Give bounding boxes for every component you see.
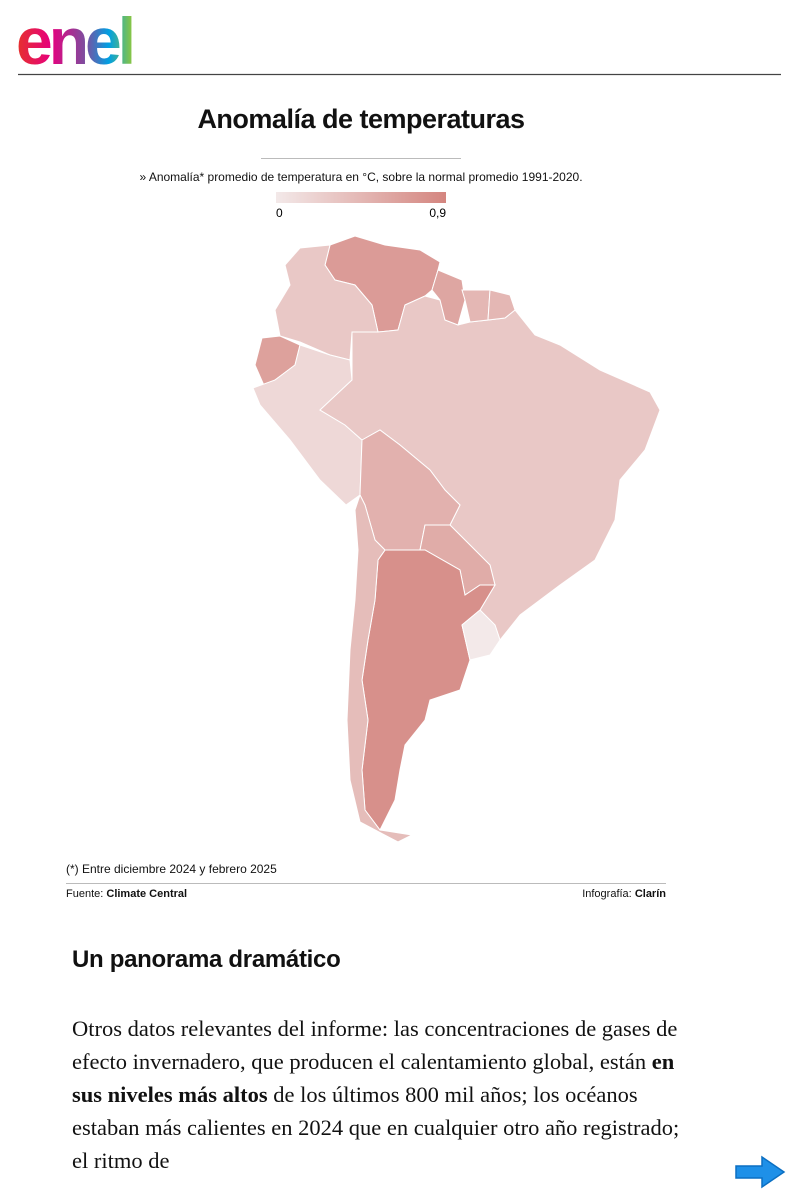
credit-name: Clarín — [634, 888, 666, 900]
brand-logo[interactable]: enel — [16, 4, 136, 78]
map-region — [431, 269, 466, 326]
next-arrow[interactable] — [734, 1154, 786, 1190]
legend-tick-label: 0 — [276, 206, 283, 220]
map-region — [461, 289, 491, 323]
map-region — [274, 244, 379, 361]
map-region — [487, 289, 516, 321]
legend-bar — [276, 192, 446, 203]
arrow-icon — [735, 1155, 786, 1189]
map-regions — [252, 235, 661, 843]
credit: Infografía: Clarín — [582, 888, 666, 900]
source-name: Climate Central — [106, 888, 188, 900]
source-label: Fuente: — [66, 888, 104, 900]
article-heading: Un panorama dramático — [72, 946, 341, 973]
bold-text: en sus niveles más altos — [72, 1049, 675, 1107]
legend-tick-label: 0,9 — [429, 206, 446, 220]
map-subtitle: » Anomalía* promedio de temperatura en °… — [139, 170, 583, 184]
map-region — [346, 493, 414, 843]
article-paragraph: Otros datos relevantes del informe: las … — [72, 1012, 682, 1177]
text: de los últimos 800 mil años; los océanos… — [72, 1082, 680, 1173]
map-title: Anomalía de temperaturas — [197, 104, 525, 134]
source: Fuente: Climate Central — [66, 888, 187, 900]
map-region — [461, 609, 501, 661]
text: Otros datos relevantes del informe: las … — [72, 1016, 678, 1074]
page-graphics: enel 0 0,9 — [16, 4, 781, 884]
map-region — [361, 549, 496, 831]
credit-label: Infografía: — [582, 888, 632, 900]
map-note: (*) Entre diciembre 2024 y febrero 2025 — [66, 862, 277, 876]
